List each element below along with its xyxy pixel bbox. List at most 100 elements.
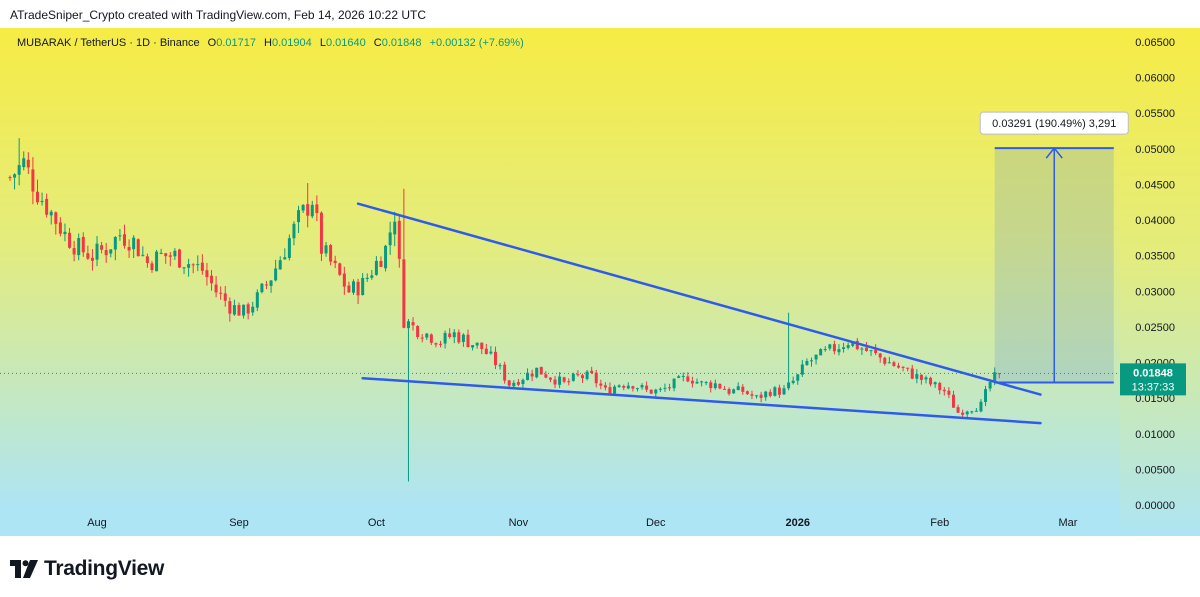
time-scale-background <box>0 506 1120 536</box>
candle-body <box>26 159 30 168</box>
candle-body <box>571 373 575 381</box>
candle-body <box>374 260 378 275</box>
candle-body <box>759 394 763 398</box>
candle-body <box>397 220 401 259</box>
projection-label-box <box>979 111 1129 135</box>
candle-body <box>8 177 12 179</box>
candle-body <box>141 254 145 256</box>
candle-body <box>127 246 131 251</box>
candle-body <box>297 210 301 223</box>
candle-body <box>915 374 919 379</box>
candle-body <box>72 248 76 255</box>
candle-body <box>274 268 278 281</box>
candle-body <box>329 245 333 262</box>
candle-body <box>938 382 942 391</box>
lower-support-trendline[interactable] <box>361 376 1042 425</box>
price-chart[interactable]: 0.000000.005000.010000.015000.020000.025… <box>0 28 1200 536</box>
candle-body <box>810 360 813 362</box>
candle-body <box>622 385 626 388</box>
candle-body <box>613 386 617 394</box>
y-tick-label: 0.00000 <box>1135 500 1175 512</box>
upper-resistance-trendline[interactable] <box>356 202 1042 396</box>
candle-body <box>970 411 974 413</box>
candle-body <box>132 237 136 250</box>
candle-body <box>168 255 172 257</box>
candle-body <box>246 304 250 314</box>
tradingview-logo-icon <box>10 560 38 578</box>
candle-body <box>420 337 424 339</box>
candle-body <box>232 305 236 315</box>
candle-body <box>686 376 690 382</box>
x-tick-label: Nov <box>509 517 529 529</box>
candle-body <box>63 231 67 235</box>
candle-body <box>956 407 960 413</box>
candle-body <box>352 281 355 293</box>
candle-body <box>832 344 836 352</box>
close-value: 0.01848 <box>381 37 422 49</box>
y-tick-label: 0.05500 <box>1135 108 1175 120</box>
candle-body <box>718 383 722 389</box>
candle-body <box>145 256 149 263</box>
candle-body <box>535 367 539 378</box>
candle-body <box>864 347 868 351</box>
candle-body <box>95 243 99 260</box>
candle-body <box>196 264 200 266</box>
candle-body <box>136 239 140 257</box>
y-tick-label: 0.05000 <box>1135 144 1175 156</box>
candle-body <box>251 306 255 313</box>
candle-body <box>887 362 891 364</box>
candle-body <box>773 387 777 396</box>
candle-body <box>965 411 969 415</box>
chart-area[interactable]: 0.000000.005000.010000.015000.020000.025… <box>0 28 1200 536</box>
candle-body <box>200 262 204 271</box>
candle-body <box>384 245 388 269</box>
candle-body <box>214 284 218 293</box>
candle-body <box>324 245 328 254</box>
candle-body <box>17 165 21 175</box>
candle-body <box>768 391 772 396</box>
candle-body <box>741 386 745 392</box>
candle-body <box>338 263 342 275</box>
candle-body <box>897 365 901 368</box>
y-tick-label: 0.06000 <box>1135 73 1175 85</box>
candle-body <box>791 380 795 384</box>
candle-body <box>947 390 951 395</box>
candle-body <box>118 235 122 237</box>
candle-body <box>590 370 594 373</box>
candle-body <box>567 381 571 383</box>
x-tick-label: 2026 <box>786 517 810 529</box>
candle-body <box>690 380 694 384</box>
candle-body <box>255 292 259 308</box>
candle-body <box>608 387 612 394</box>
candle-body <box>49 211 53 216</box>
candle-body <box>31 169 35 192</box>
y-tick-label: 0.04000 <box>1135 215 1175 227</box>
candle-body <box>645 385 649 390</box>
candle-body <box>837 349 841 353</box>
candle-body <box>599 383 603 386</box>
candle-body <box>228 301 232 314</box>
candle-body <box>187 264 191 268</box>
candle-body <box>997 373 1001 375</box>
open-label: O <box>207 37 217 49</box>
candle-body <box>100 245 104 250</box>
candle-body <box>319 212 323 254</box>
candle-body <box>993 372 997 383</box>
candle-body <box>919 374 923 380</box>
candle-body <box>210 275 214 284</box>
price-scale-background <box>1120 28 1200 536</box>
candle-body <box>278 260 282 270</box>
candle-body <box>503 364 507 381</box>
candle-body <box>40 200 44 203</box>
candle-body <box>461 334 465 342</box>
candle-body <box>68 232 72 248</box>
candle-body <box>709 382 713 389</box>
candle-body <box>649 389 653 394</box>
projection-arrowhead <box>1045 146 1063 159</box>
candle-body <box>164 253 168 257</box>
candle-body <box>631 386 635 389</box>
candle-body <box>269 280 273 286</box>
candle-body <box>988 382 992 389</box>
candle-body <box>700 381 704 383</box>
candle-body <box>727 389 731 394</box>
